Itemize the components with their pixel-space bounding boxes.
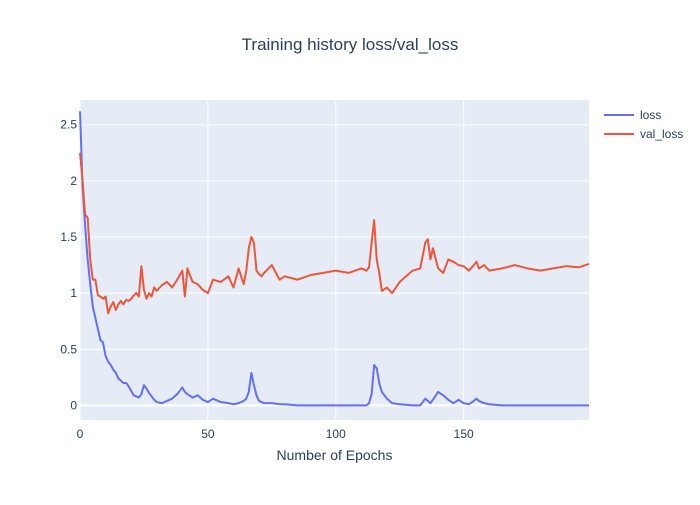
y-tick-label: 2.5 — [60, 118, 77, 132]
chart-title: Training history loss/val_loss — [242, 35, 459, 54]
x-tick-labels: 0 50 100 150 — [77, 427, 474, 441]
legend-label: loss — [640, 108, 661, 122]
x-tick-label: 50 — [201, 427, 215, 441]
series-line-val-loss — [79, 152, 590, 315]
legend-label: val_loss — [640, 127, 683, 141]
y-tick-label: 0 — [70, 398, 77, 412]
y-tick-label: 2 — [70, 174, 77, 188]
y-tick-label: 1 — [70, 286, 77, 300]
plot-area — [80, 100, 589, 420]
y-tick-label: 0.5 — [60, 342, 77, 356]
legend-item-loss[interactable]: loss — [604, 108, 661, 122]
y-tick-label: 1.5 — [60, 230, 77, 244]
x-axis-title: Number of Epochs — [277, 447, 393, 463]
x-tick-label: 150 — [454, 427, 474, 441]
series-line-loss — [79, 111, 589, 407]
x-tick-label: 0 — [77, 427, 84, 441]
y-tick-labels: 0 0.5 1 1.5 2 2.5 — [60, 118, 77, 413]
legend-item-val-loss[interactable]: val_loss — [604, 127, 683, 141]
legend[interactable]: loss val_loss — [604, 108, 683, 141]
x-tick-label: 100 — [326, 427, 346, 441]
series-layer — [79, 111, 590, 407]
